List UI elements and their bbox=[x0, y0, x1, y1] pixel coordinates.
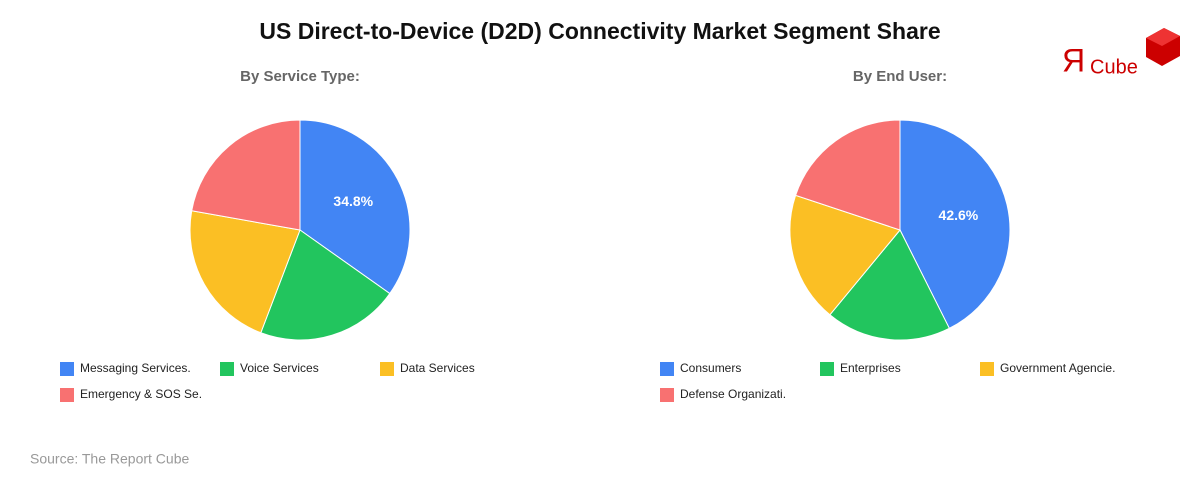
legend-label: Voice Services bbox=[240, 361, 319, 375]
legend-swatch bbox=[60, 388, 74, 402]
logo-text: Cube bbox=[1090, 56, 1138, 78]
logo-cube-top bbox=[1146, 28, 1180, 46]
legend-swatch bbox=[60, 362, 74, 376]
legend-swatch bbox=[820, 362, 834, 376]
legend-swatch bbox=[380, 362, 394, 376]
source: Source: The Report Cube bbox=[30, 451, 189, 467]
legend-swatch bbox=[220, 362, 234, 376]
pie-slice bbox=[191, 119, 301, 231]
legend-swatch bbox=[660, 388, 674, 402]
pie-slice bbox=[829, 229, 950, 341]
slice-label: 34.8% bbox=[333, 193, 373, 209]
logo: Я Cube bbox=[1062, 28, 1180, 78]
legend-swatch bbox=[980, 362, 994, 376]
pie-slice bbox=[260, 229, 391, 341]
pie-slice bbox=[189, 210, 301, 334]
pie-slice bbox=[899, 119, 1011, 329]
slice-label: 42.6% bbox=[939, 207, 979, 223]
legend-label: Enterprises bbox=[840, 361, 901, 375]
chart-subtitle: By End User: bbox=[853, 68, 947, 85]
legend-label: Data Services bbox=[400, 361, 475, 375]
pie-slice bbox=[794, 119, 901, 231]
logo-mark: Я bbox=[1062, 42, 1085, 78]
chart-subtitle: By Service Type: bbox=[240, 68, 360, 85]
page-title: US Direct-to-Device (D2D) Connectivity M… bbox=[259, 18, 940, 44]
legend-label: Government Agencie. bbox=[1000, 361, 1115, 375]
legend-swatch bbox=[660, 362, 674, 376]
pie-slice bbox=[789, 194, 901, 316]
legend-label: Messaging Services. bbox=[80, 361, 191, 375]
legend-label: Defense Organizati. bbox=[680, 387, 786, 401]
legend-label: Consumers bbox=[680, 361, 741, 375]
pie-slice bbox=[299, 119, 411, 295]
legend-label: Emergency & SOS Se. bbox=[80, 387, 202, 401]
